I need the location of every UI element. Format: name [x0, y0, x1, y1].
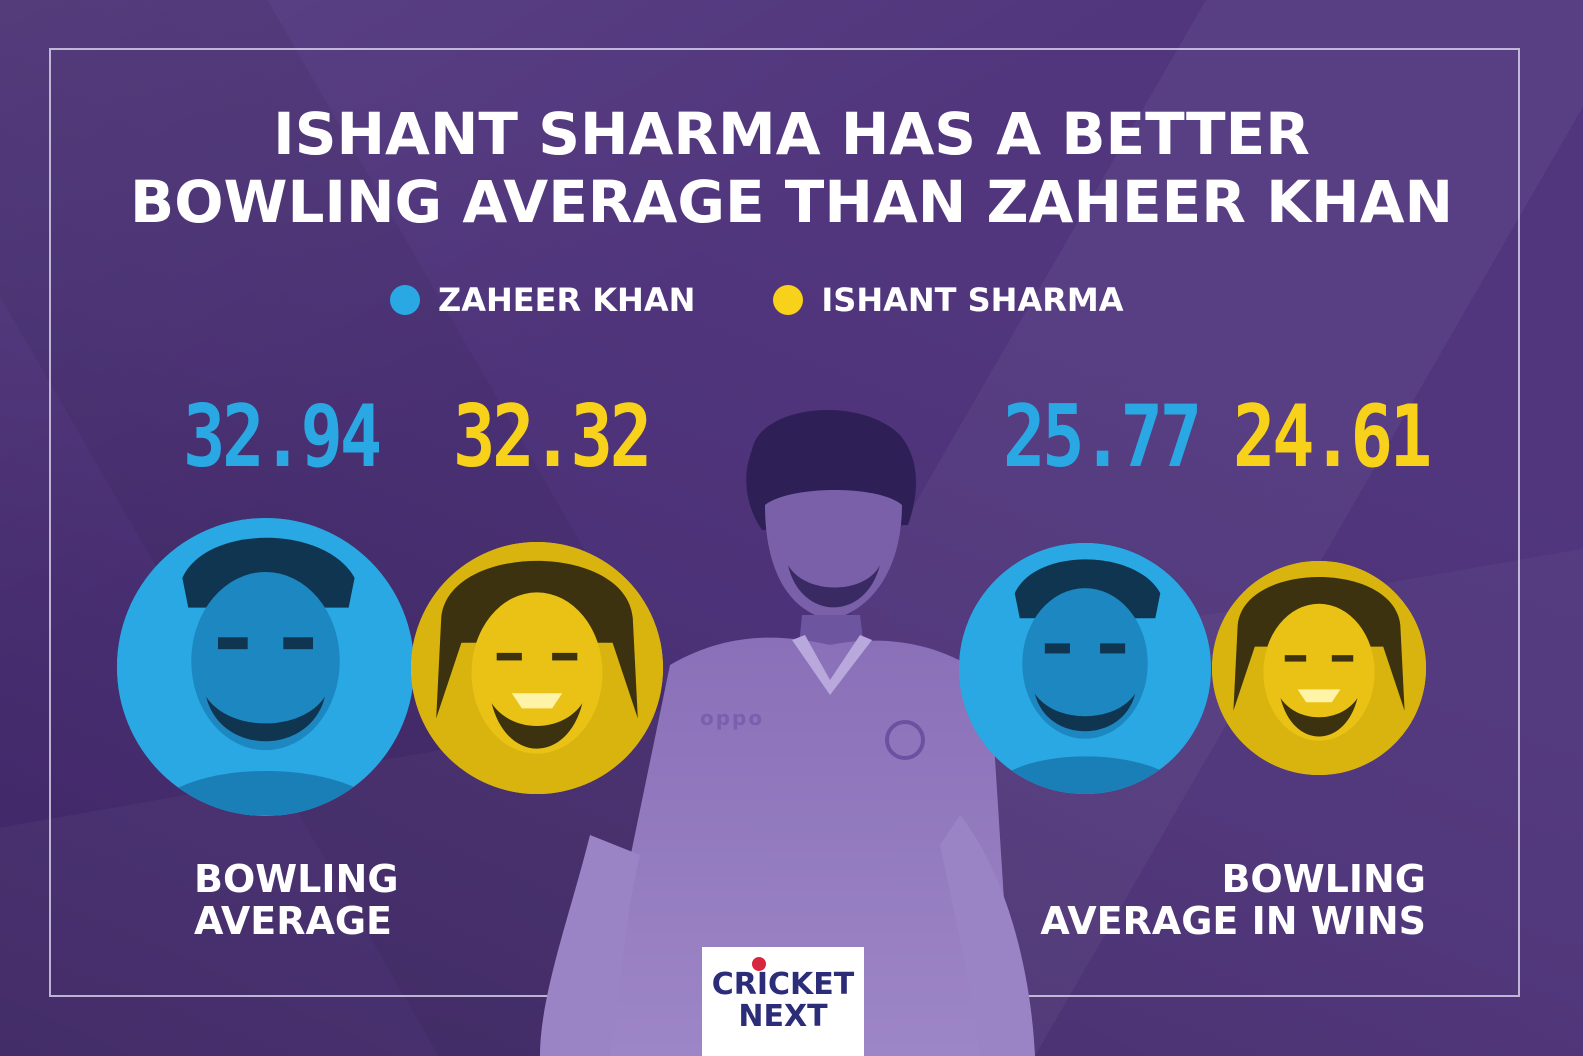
cricket-ball-icon	[752, 957, 766, 971]
zaheer-khan-portrait	[117, 518, 414, 816]
headline: ISHANT SHARMA HAS A BETTER BOWLING AVERA…	[80, 100, 1503, 236]
zaheer-bowling-average-value: 32.94	[183, 387, 382, 487]
headline-line-1: ISHANT SHARMA HAS A BETTER	[273, 100, 1310, 168]
logo-line-2: NEXT	[738, 999, 828, 1034]
ishant-average-in-wins-value: 24.61	[1233, 387, 1432, 487]
legend-dot-yellow	[773, 285, 804, 315]
caption-average-in-wins-line-2: AVERAGE IN WINS	[1040, 899, 1426, 943]
caption-average-in-wins: BOWLING AVERAGE IN WINS	[1040, 858, 1426, 942]
legend: ZAHEER KHAN ISHANT SHARMA	[390, 281, 1123, 319]
cricketnext-logo: CRICKET NEXT	[702, 947, 864, 1056]
caption-bowling-average: BOWLING AVERAGE	[194, 858, 399, 942]
caption-average-in-wins-line-1: BOWLING	[1221, 857, 1426, 901]
ishant-sharma-portrait-wins	[1212, 561, 1426, 775]
caption-bowling-average-line-2: AVERAGE	[194, 899, 393, 943]
legend-dot-blue	[390, 285, 420, 315]
svg-text:oppo: oppo	[700, 706, 764, 730]
legend-label-ishant: ISHANT SHARMA	[821, 281, 1124, 319]
ishant-sharma-portrait	[411, 542, 663, 794]
legend-item-zaheer: ZAHEER KHAN	[390, 281, 695, 319]
ishant-sharma-hero-photo: oppo	[530, 395, 1040, 1056]
legend-item-ishant: ISHANT SHARMA	[773, 281, 1123, 319]
zaheer-average-in-wins-value: 25.77	[1003, 387, 1202, 487]
logo-line-1: CRICKET	[711, 967, 855, 1002]
caption-bowling-average-line-1: BOWLING	[194, 857, 399, 901]
headline-line-2: BOWLING AVERAGE THAN ZAHEER KHAN	[129, 168, 1453, 236]
ishant-bowling-average-value: 32.32	[453, 387, 652, 487]
legend-label-zaheer: ZAHEER KHAN	[438, 281, 696, 319]
zaheer-khan-portrait-wins	[959, 543, 1211, 794]
